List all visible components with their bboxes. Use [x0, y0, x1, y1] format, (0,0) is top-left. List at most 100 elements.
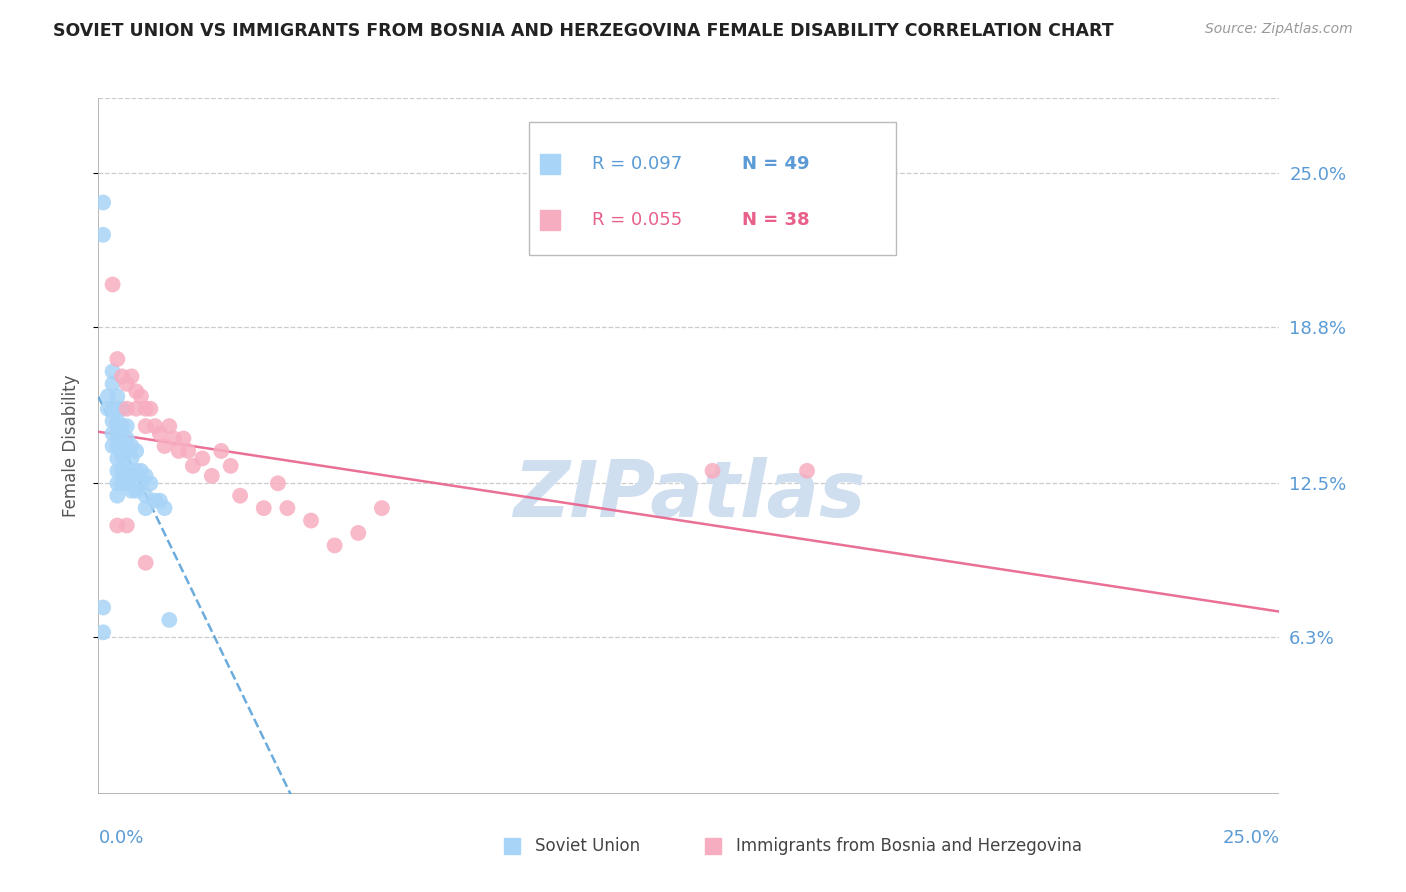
Point: [172, 432, 194, 446]
Point: [139, 401, 162, 416]
Point: [143, 493, 166, 508]
Point: [299, 514, 322, 528]
Point: [91, 227, 114, 242]
Point: [121, 439, 143, 453]
Point: [253, 501, 276, 516]
Text: ZIPatlas: ZIPatlas: [513, 457, 865, 533]
Point: [115, 432, 138, 446]
Text: R = 0.055: R = 0.055: [592, 211, 682, 229]
Point: [181, 458, 204, 473]
Text: R = 0.097: R = 0.097: [592, 155, 682, 173]
Point: [105, 426, 128, 441]
Point: [149, 493, 172, 508]
Point: [149, 426, 172, 441]
Text: Source: ZipAtlas.com: Source: ZipAtlas.com: [1205, 22, 1353, 37]
Point: [121, 483, 143, 498]
Point: [111, 476, 134, 491]
Point: [105, 518, 128, 533]
Point: [143, 419, 166, 434]
Point: [111, 464, 134, 478]
Point: [105, 476, 128, 491]
Point: [129, 389, 152, 403]
Point: [101, 401, 124, 416]
Point: [115, 401, 138, 416]
Point: [135, 401, 157, 416]
Point: [167, 444, 190, 458]
Point: [121, 468, 143, 483]
Point: [125, 384, 148, 399]
Text: N = 38: N = 38: [742, 211, 810, 229]
Point: [135, 501, 157, 516]
Point: [125, 483, 148, 498]
Point: [115, 444, 138, 458]
Point: [105, 439, 128, 453]
Text: Immigrants from Bosnia and Herzegovina: Immigrants from Bosnia and Herzegovina: [737, 837, 1083, 855]
Point: [129, 464, 152, 478]
Text: 0.0%: 0.0%: [98, 829, 143, 847]
Point: [101, 376, 124, 391]
Text: N = 49: N = 49: [742, 155, 810, 173]
Point: [153, 501, 176, 516]
Point: [115, 376, 138, 391]
Point: [177, 444, 200, 458]
Point: [157, 419, 180, 434]
Point: [97, 389, 120, 403]
Point: [219, 458, 242, 473]
Point: [139, 476, 162, 491]
Text: Soviet Union: Soviet Union: [536, 837, 641, 855]
FancyBboxPatch shape: [530, 122, 896, 255]
Point: [163, 432, 186, 446]
Point: [105, 389, 128, 403]
Point: [115, 419, 138, 434]
Point: [91, 195, 114, 210]
Point: [135, 468, 157, 483]
Point: [111, 449, 134, 463]
Point: [97, 401, 120, 416]
Point: [323, 538, 346, 552]
Point: [702, 464, 724, 478]
Point: [105, 451, 128, 466]
Point: [105, 414, 128, 428]
Point: [101, 364, 124, 378]
Point: [91, 625, 114, 640]
Point: [105, 489, 128, 503]
Point: [267, 476, 290, 491]
Point: [276, 501, 298, 516]
Point: [115, 518, 138, 533]
Point: [371, 501, 394, 516]
Point: [229, 489, 252, 503]
Point: [191, 451, 214, 466]
Point: [201, 468, 224, 483]
Point: [125, 464, 148, 478]
Point: [347, 526, 370, 541]
Point: [101, 414, 124, 428]
Point: [101, 426, 124, 441]
Point: [135, 419, 157, 434]
Point: [111, 434, 134, 448]
Point: [125, 444, 148, 458]
Point: [101, 277, 124, 292]
Point: [796, 464, 818, 478]
Text: SOVIET UNION VS IMMIGRANTS FROM BOSNIA AND HERZEGOVINA FEMALE DISABILITY CORRELA: SOVIET UNION VS IMMIGRANTS FROM BOSNIA A…: [53, 22, 1114, 40]
Point: [105, 464, 128, 478]
Point: [153, 439, 176, 453]
Point: [111, 401, 134, 416]
Point: [209, 444, 232, 458]
Point: [111, 369, 134, 384]
Point: [115, 464, 138, 478]
Point: [101, 439, 124, 453]
Point: [135, 556, 157, 570]
Point: [121, 369, 143, 384]
Point: [135, 489, 157, 503]
Text: 25.0%: 25.0%: [1222, 829, 1279, 847]
Point: [115, 476, 138, 491]
Point: [105, 352, 128, 367]
Point: [105, 401, 128, 416]
Point: [125, 401, 148, 416]
Y-axis label: Female Disability: Female Disability: [62, 375, 80, 517]
Point: [129, 476, 152, 491]
Point: [111, 419, 134, 434]
Point: [157, 613, 180, 627]
Point: [121, 451, 143, 466]
Point: [91, 600, 114, 615]
